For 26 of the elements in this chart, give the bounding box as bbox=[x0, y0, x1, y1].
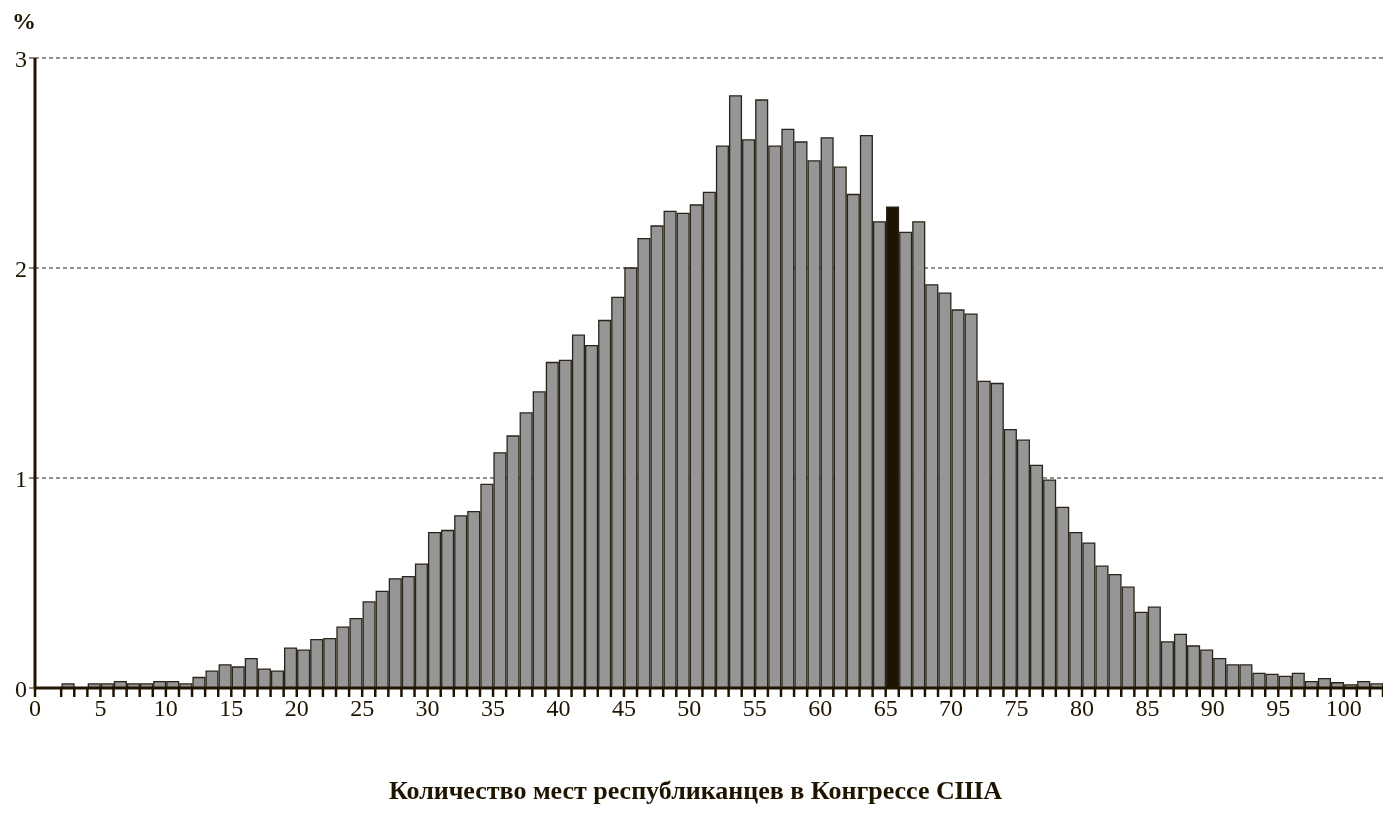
y-tick-label: 2 bbox=[15, 255, 27, 282]
x-tick-label: 90 bbox=[1200, 695, 1225, 722]
x-tick-label: 40 bbox=[546, 695, 571, 722]
x-tick-label: 85 bbox=[1135, 695, 1160, 722]
y-tick-label: 1 bbox=[15, 465, 27, 492]
x-tick-label: 20 bbox=[284, 695, 309, 722]
x-tick-label: 95 bbox=[1266, 695, 1291, 722]
x-tick-label: 30 bbox=[415, 695, 440, 722]
x-tick-label: 60 bbox=[808, 695, 833, 722]
y-tick-label: 3 bbox=[15, 45, 27, 72]
x-tick-label: 50 bbox=[677, 695, 702, 722]
x-tick-label: 10 bbox=[153, 695, 178, 722]
y-tick-label: 0 bbox=[15, 675, 27, 702]
x-tick-label: 70 bbox=[939, 695, 964, 722]
x-tick-label: 65 bbox=[873, 695, 898, 722]
x-tick-label: 80 bbox=[1069, 695, 1094, 722]
x-tick-label: 25 bbox=[350, 695, 375, 722]
x-tick-label: 35 bbox=[481, 695, 506, 722]
x-tick-label: 5 bbox=[94, 695, 107, 722]
x-tick-label: 100 bbox=[1325, 695, 1362, 722]
x-tick-label: 15 bbox=[219, 695, 244, 722]
x-tick-label: 55 bbox=[742, 695, 767, 722]
y-axis-title: % bbox=[12, 8, 36, 35]
x-tick-label: 45 bbox=[611, 695, 636, 722]
x-tick-label: 75 bbox=[1004, 695, 1029, 722]
x-axis-title: Количество мест республиканцев в Конгрессе США bbox=[387, 776, 1004, 806]
